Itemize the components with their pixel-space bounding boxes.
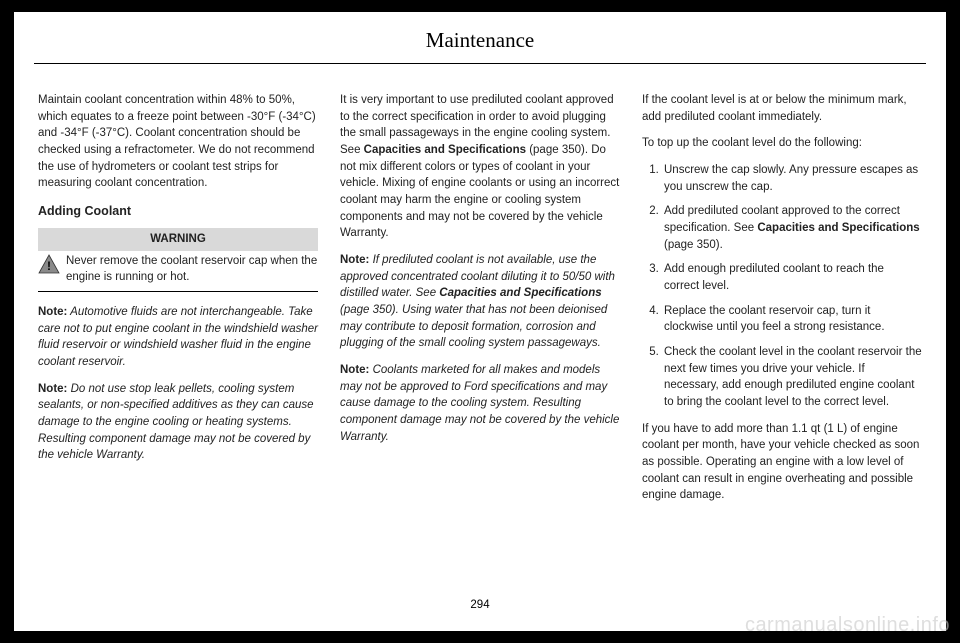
warning-box: ! Never remove the coolant reservoir cap… [38, 253, 318, 292]
note-body: Automotive fluids are not interchangeabl… [38, 306, 318, 368]
column-2: It is very important to use prediluted c… [340, 92, 620, 514]
note-label: Note: [38, 306, 67, 318]
page-number: 294 [14, 599, 946, 611]
manual-page: Maintenance Maintain coolant concentrati… [14, 12, 946, 631]
note-text: Note: If prediluted coolant is not avail… [340, 252, 620, 352]
note-body: Do not use stop leak pellets, cooling sy… [38, 383, 314, 462]
body-text: To top up the coolant level do the follo… [642, 135, 922, 152]
warning-triangle-icon: ! [38, 254, 60, 280]
body-text: Maintain coolant concentration within 48… [38, 92, 318, 192]
column-3: If the coolant level is at or below the … [642, 92, 922, 514]
text-run: (page 350). Using water that has not bee… [340, 304, 607, 349]
body-text: If you have to add more than 1.1 qt (1 L… [642, 421, 922, 504]
page-title: Maintenance [34, 12, 926, 64]
steps-list: Unscrew the cap slowly. Any pressure esc… [642, 162, 922, 411]
xref-capacities: Capacities and Specifications [364, 144, 526, 156]
xref-capacities: Capacities and Specifications [757, 222, 919, 234]
note-text: Note: Coolants marketed for all makes an… [340, 362, 620, 445]
note-body: Coolants marketed for all makes and mode… [340, 364, 619, 443]
warning-label: WARNING [38, 228, 318, 251]
xref-capacities: Capacities and Specifications [439, 287, 601, 299]
list-item: Unscrew the cap slowly. Any pressure esc… [662, 162, 922, 195]
note-label: Note: [38, 383, 67, 395]
note-label: Note: [340, 254, 369, 266]
subheading-adding-coolant: Adding Coolant [38, 202, 318, 220]
body-text: It is very important to use prediluted c… [340, 92, 620, 242]
warning-text: Never remove the coolant reservoir cap w… [66, 253, 318, 285]
list-item: Add enough prediluted coolant to reach t… [662, 261, 922, 294]
list-item: Check the coolant level in the coolant r… [662, 344, 922, 411]
svg-text:!: ! [47, 259, 51, 273]
body-text: If the coolant level is at or below the … [642, 92, 922, 125]
note-text: Note: Automotive fluids are not intercha… [38, 304, 318, 371]
text-run: (page 350). [664, 239, 723, 251]
list-item: Add prediluted coolant approved to the c… [662, 203, 922, 253]
note-label: Note: [340, 364, 369, 376]
watermark-text: carmanualsonline.info [745, 614, 950, 637]
list-item: Replace the coolant reservoir cap, turn … [662, 303, 922, 336]
page-content: Maintain coolant concentration within 48… [14, 64, 946, 514]
note-text: Note: Do not use stop leak pellets, cool… [38, 381, 318, 464]
text-run: (page 350). Do not mix different colors … [340, 144, 619, 239]
column-1: Maintain coolant concentration within 48… [38, 92, 318, 514]
